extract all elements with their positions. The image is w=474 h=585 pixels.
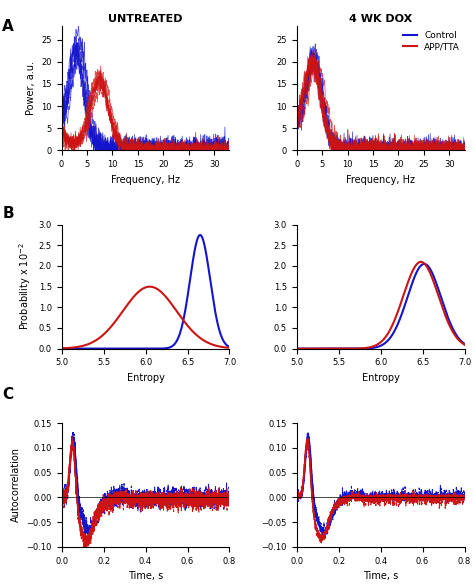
Text: A: A [2,19,14,34]
Y-axis label: Autocorrelation: Autocorrelation [11,448,21,522]
X-axis label: Entropy: Entropy [127,373,164,383]
X-axis label: Frequency, Hz: Frequency, Hz [111,174,180,184]
Title: UNTREATED: UNTREATED [108,14,183,24]
Text: C: C [2,387,13,402]
X-axis label: Frequency, Hz: Frequency, Hz [346,174,415,184]
X-axis label: Entropy: Entropy [362,373,400,383]
Text: B: B [2,206,14,221]
Legend: Control, APP/TTA: Control, APP/TTA [403,31,460,51]
X-axis label: Time, s: Time, s [363,572,398,581]
Title: 4 WK DOX: 4 WK DOX [349,14,412,24]
Y-axis label: Power, a.u.: Power, a.u. [26,61,36,115]
Y-axis label: Probability x 10$^{-2}$: Probability x 10$^{-2}$ [17,243,33,331]
X-axis label: Time, s: Time, s [128,572,163,581]
